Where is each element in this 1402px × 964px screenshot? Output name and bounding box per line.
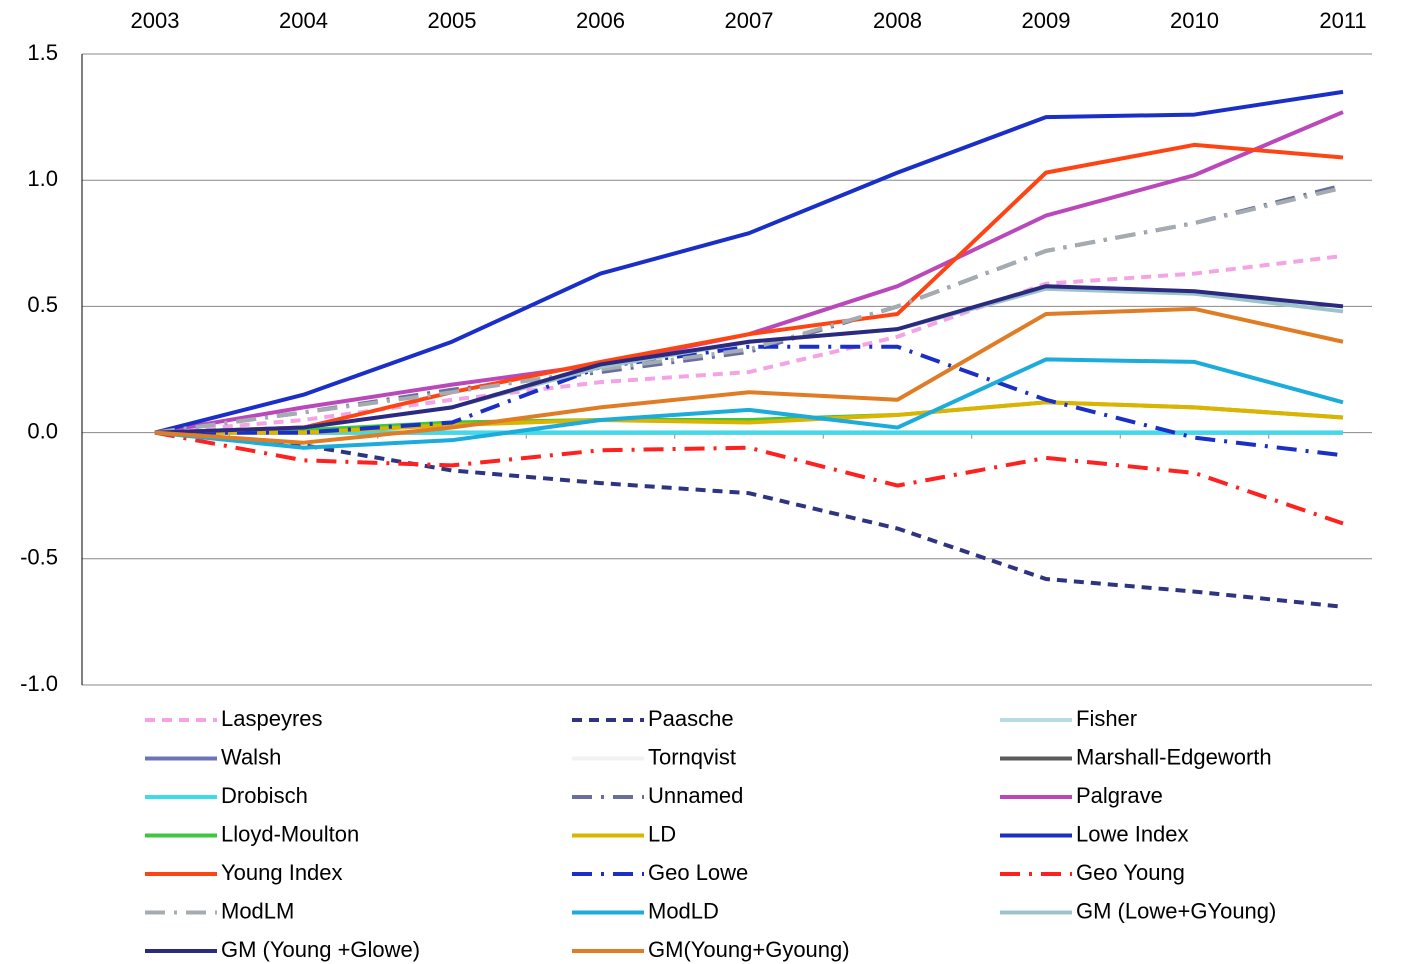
legend-label: Young Index bbox=[221, 860, 343, 885]
series-line bbox=[154, 142, 1344, 435]
series-line bbox=[154, 430, 1344, 609]
legend-label: Fisher bbox=[1076, 706, 1137, 731]
legend-label: Walsh bbox=[221, 744, 281, 769]
legend-label: Laspeyres bbox=[221, 706, 323, 731]
legend-label: Tornqvist bbox=[648, 744, 736, 769]
x-tick-label: 2009 bbox=[1022, 8, 1071, 33]
series-line bbox=[154, 89, 1344, 435]
series-line bbox=[155, 344, 1344, 458]
series-line bbox=[155, 400, 1344, 435]
legend-label: Lloyd-Moulton bbox=[221, 821, 359, 846]
y-tick-label: 1.5 bbox=[27, 40, 58, 65]
legend-label: ModLD bbox=[648, 898, 719, 923]
x-tick-label: 2008 bbox=[873, 8, 922, 33]
legend-label: GM (Young +Glowe) bbox=[221, 937, 420, 962]
legend-label: Palgrave bbox=[1076, 783, 1163, 808]
x-tick-label: 2006 bbox=[576, 8, 625, 33]
legend-label: Unnamed bbox=[648, 783, 743, 808]
legend-label: GM(Young+Gyoung) bbox=[648, 937, 850, 962]
legend-label: Drobisch bbox=[221, 783, 308, 808]
x-tick-label: 2011 bbox=[1319, 8, 1366, 33]
series-line bbox=[154, 185, 1344, 435]
legend-label: Geo Young bbox=[1076, 860, 1185, 885]
series-line bbox=[154, 357, 1344, 450]
x-tick-label: 2005 bbox=[428, 8, 477, 33]
y-tick-label: -1.0 bbox=[20, 671, 58, 696]
y-tick-label: 0.0 bbox=[27, 418, 58, 443]
legend-label: Geo Lowe bbox=[648, 860, 748, 885]
legend-label: ModLM bbox=[221, 898, 294, 923]
legend-label: Lowe Index bbox=[1076, 821, 1189, 846]
y-tick-label: 1.0 bbox=[27, 166, 58, 191]
series-line bbox=[154, 430, 1344, 526]
x-tick-label: 2010 bbox=[1170, 8, 1219, 33]
x-tick-label: 2004 bbox=[279, 8, 328, 33]
y-tick-label: 0.5 bbox=[27, 292, 58, 317]
x-tick-label: 2007 bbox=[725, 8, 774, 33]
x-tick-label: 2003 bbox=[131, 8, 180, 33]
series-line bbox=[154, 253, 1344, 435]
series-line bbox=[154, 284, 1344, 435]
series-line bbox=[154, 306, 1344, 445]
legend-label: Paasche bbox=[648, 706, 734, 731]
legend-label: Marshall-Edgeworth bbox=[1076, 744, 1272, 769]
y-tick-label: -0.5 bbox=[20, 545, 58, 570]
legend-label: GM (Lowe+GYoung) bbox=[1076, 898, 1276, 923]
legend-label: LD bbox=[648, 821, 676, 846]
